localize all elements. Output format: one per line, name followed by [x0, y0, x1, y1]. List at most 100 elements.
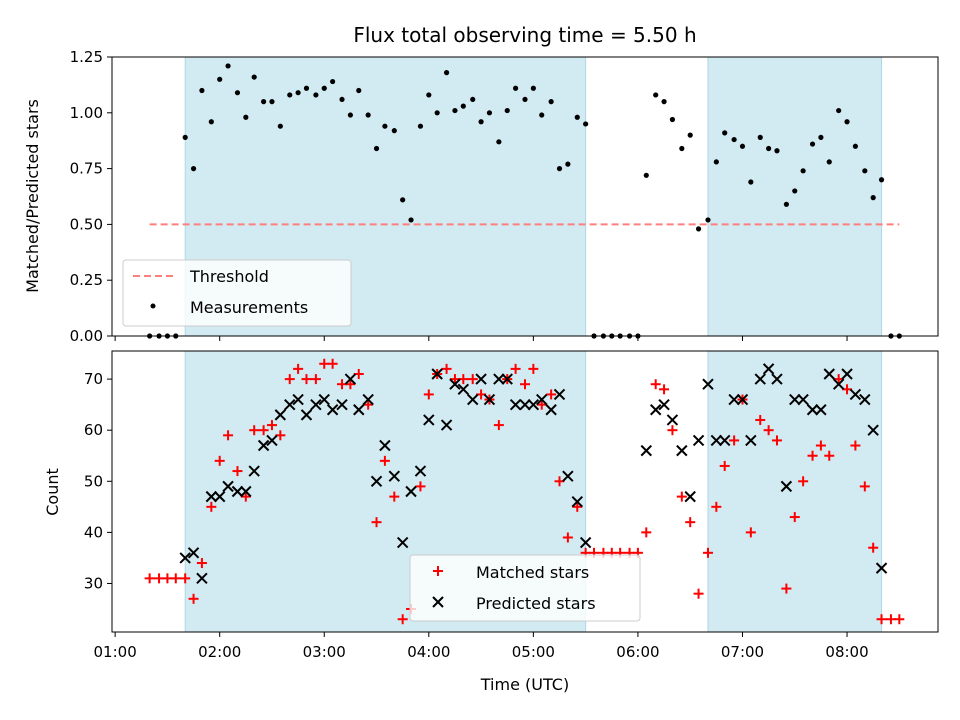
measurement-point [722, 130, 728, 136]
top-x-ticks [114, 336, 848, 341]
matched-star-marker [467, 374, 478, 385]
measurement-point [400, 197, 406, 203]
measurement-point [295, 90, 301, 96]
bottom-y-axis-label: Count [43, 468, 62, 516]
predicted-star-marker [379, 439, 391, 452]
matched-star-marker [441, 363, 452, 374]
matched-star-marker [755, 414, 766, 425]
measurement-point [417, 123, 424, 129]
predicted-star-marker [875, 562, 888, 574]
measurement-point [792, 188, 798, 194]
matched-star-marker [868, 542, 879, 553]
measurement-point [774, 148, 780, 154]
matched-star-marker [685, 517, 696, 528]
predicted-star-marker [240, 485, 252, 498]
matched-star-marker [162, 573, 173, 584]
predicted-star-marker [815, 404, 827, 416]
matched-star-markers [144, 358, 905, 625]
predicted-star-marker [692, 434, 705, 447]
measurement-point [460, 103, 466, 109]
predicted-star-marker [832, 378, 845, 390]
matched-star-marker [214, 455, 225, 466]
measurement-point [818, 134, 824, 140]
predicted-star-marker [396, 536, 409, 549]
x-tick-label: 05:00 [512, 643, 555, 661]
measurement-point [826, 159, 832, 165]
predicted-star-marker [405, 485, 417, 498]
measurement-point [539, 112, 545, 118]
measurement-point [199, 87, 205, 94]
matched-star-marker [536, 399, 547, 410]
measurement-point [339, 96, 345, 103]
matched-star-marker [397, 614, 408, 625]
predicted-star-marker [414, 465, 427, 477]
measurement-point [757, 134, 763, 140]
measurement-point [809, 141, 816, 147]
predicted-star-marker [736, 393, 749, 406]
matched-star-marker [144, 573, 155, 584]
top-y-tick-label: 0.25 [70, 271, 103, 289]
predicted-star-marker [483, 393, 496, 406]
predicted-star-marker [579, 536, 592, 549]
matched-star-marker [196, 558, 207, 569]
measurement-point [705, 217, 711, 223]
bottom-legend: Matched stars Predicted stars [409, 554, 641, 622]
matched-star-marker [232, 466, 243, 477]
matched-star-marker [423, 389, 434, 400]
predicted-star-marker [745, 434, 757, 447]
predicted-star-marker [780, 480, 793, 493]
predicted-star-marker [179, 552, 191, 564]
matched-star-marker [711, 501, 722, 512]
measurement-point [382, 123, 388, 129]
predicted-star-marker [467, 393, 479, 406]
measurement-point [766, 145, 772, 152]
bottom-y-tick-label: 60 [84, 421, 103, 439]
measurement-point [783, 201, 789, 207]
predicted-star-marker [859, 393, 871, 406]
predicted-star-marker [571, 496, 583, 508]
matched-star-marker [894, 614, 905, 625]
top-y-tick-label: 1.25 [70, 48, 103, 66]
matched-star-marker [528, 363, 539, 374]
predicted-star-marker [457, 383, 470, 396]
measurement-point [800, 168, 806, 174]
predicted-star-marker [658, 398, 670, 411]
measurement-point [261, 99, 267, 105]
x-tick-label: 01:00 [94, 643, 137, 661]
matched-star-marker [301, 374, 312, 385]
measurement-point [225, 63, 231, 69]
matched-star-marker [554, 476, 565, 487]
measurement-point [661, 99, 667, 105]
top-y-tick-label: 1.00 [70, 104, 103, 122]
measurement-point [878, 177, 885, 183]
matched-star-marker [781, 583, 792, 594]
matched-star-marker [693, 588, 704, 599]
predicted-star-marker [771, 373, 783, 385]
matched-star-marker [546, 389, 557, 400]
matched-star-marker [729, 435, 740, 446]
matched-star-marker [154, 573, 165, 584]
matched-star-marker [284, 374, 295, 385]
x-tick-label: 04:00 [407, 643, 450, 661]
measurement-point [496, 139, 502, 145]
matched-star-marker [249, 425, 260, 436]
predicted-star-marker [187, 547, 200, 559]
predicted-star-marker [545, 404, 557, 416]
matched-star-marker [572, 501, 583, 512]
measurement-point [365, 112, 371, 118]
top-y-ticks: 0.00 0.25 0.50 0.75 1.00 1.25 [70, 48, 112, 345]
measurement-point [512, 85, 519, 91]
measurement-point [862, 168, 868, 174]
matched-star-marker [240, 491, 251, 502]
matched-star-marker [458, 374, 469, 385]
predicted-star-marker [789, 393, 801, 406]
top-y-tick-label: 0.75 [70, 160, 103, 178]
measurement-point [321, 85, 327, 91]
measurement-point [443, 70, 450, 76]
predicted-star-marker [754, 373, 766, 385]
matched-star-marker [319, 358, 330, 369]
predicted-star-marker [362, 393, 374, 406]
matched-star-marker [842, 384, 853, 395]
predicted-star-marker [300, 409, 313, 421]
